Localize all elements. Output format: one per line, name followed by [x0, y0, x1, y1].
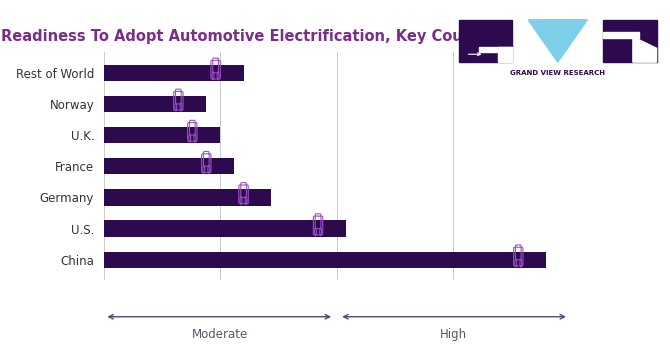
Text: High: High — [440, 328, 466, 341]
Ellipse shape — [208, 166, 210, 173]
Ellipse shape — [245, 197, 247, 204]
Bar — [104, 189, 271, 205]
Bar — [498, 47, 513, 62]
Text: Moderate: Moderate — [192, 328, 249, 341]
Bar — [104, 252, 546, 268]
Ellipse shape — [203, 166, 204, 173]
Ellipse shape — [320, 228, 322, 236]
Ellipse shape — [515, 259, 517, 267]
Bar — [603, 20, 657, 62]
Ellipse shape — [520, 259, 522, 267]
Ellipse shape — [315, 228, 316, 236]
Bar — [603, 32, 639, 37]
Polygon shape — [528, 20, 588, 62]
Ellipse shape — [212, 72, 214, 80]
Ellipse shape — [217, 72, 219, 80]
Ellipse shape — [175, 103, 177, 111]
Ellipse shape — [194, 134, 196, 142]
Text: Readiness To Adopt Automotive Electrification, Key Countries: Readiness To Adopt Automotive Electrific… — [1, 29, 512, 44]
Ellipse shape — [189, 134, 191, 142]
Bar — [478, 47, 513, 52]
Bar — [104, 220, 346, 237]
Bar — [459, 20, 513, 62]
Ellipse shape — [240, 197, 242, 204]
Bar — [104, 127, 220, 143]
Bar — [104, 158, 234, 174]
Polygon shape — [633, 37, 657, 62]
Bar — [104, 65, 244, 81]
Text: GRAND VIEW RESEARCH: GRAND VIEW RESEARCH — [511, 70, 605, 76]
Bar — [104, 96, 206, 112]
Ellipse shape — [180, 103, 182, 111]
